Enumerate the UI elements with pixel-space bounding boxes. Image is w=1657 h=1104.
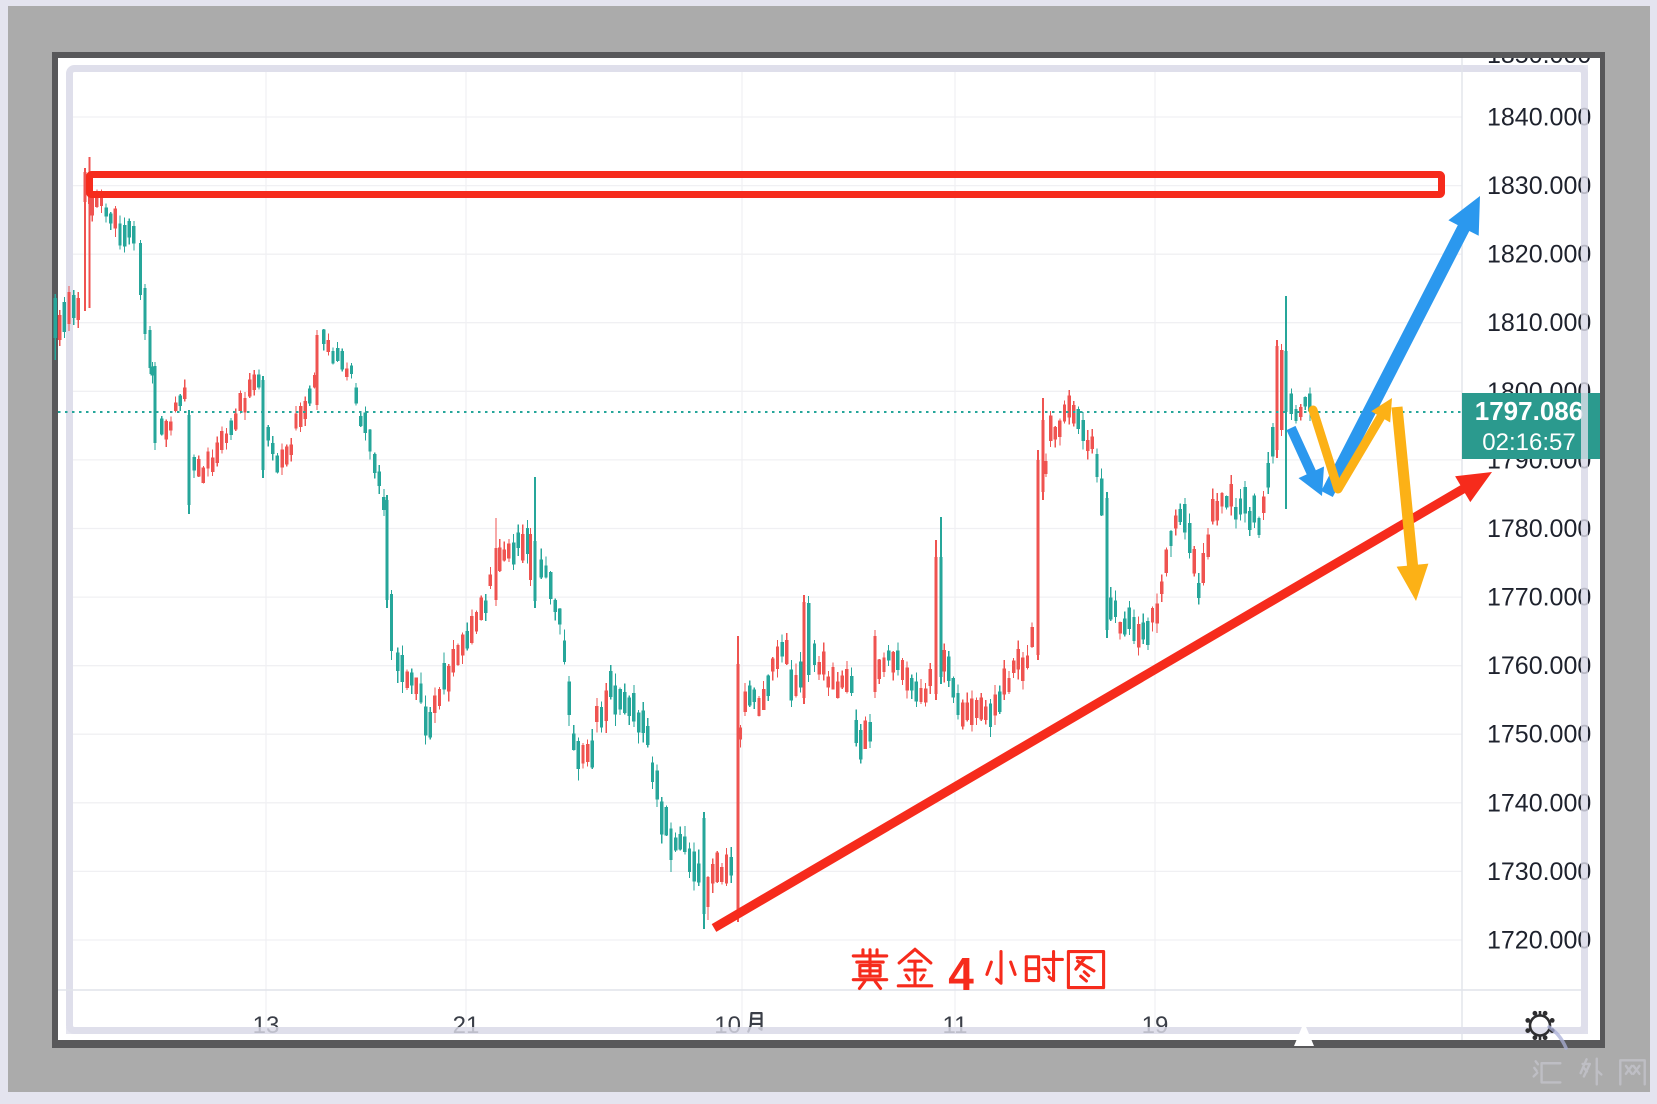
svg-text:1720.000: 1720.000 [1487, 926, 1591, 954]
svg-text:1730.000: 1730.000 [1487, 858, 1591, 886]
svg-text:1797.086: 1797.086 [1475, 396, 1583, 426]
svg-text:1770.000: 1770.000 [1487, 584, 1591, 612]
svg-text:11: 11 [943, 1012, 968, 1039]
svg-text:10: 10 [714, 1012, 741, 1039]
svg-text:1830.000: 1830.000 [1487, 172, 1591, 200]
svg-text:1760.000: 1760.000 [1487, 652, 1591, 680]
svg-text:21: 21 [453, 1012, 480, 1039]
svg-text:1840.000: 1840.000 [1487, 104, 1591, 132]
svg-text:1750.000: 1750.000 [1487, 721, 1591, 749]
svg-text:1740.000: 1740.000 [1487, 789, 1591, 817]
svg-text:19: 19 [1142, 1012, 1169, 1039]
svg-text:1810.000: 1810.000 [1487, 309, 1591, 337]
svg-text:1820.000: 1820.000 [1487, 241, 1591, 269]
svg-text:1780.000: 1780.000 [1487, 515, 1591, 543]
svg-text:13: 13 [253, 1012, 280, 1039]
svg-text:4: 4 [948, 948, 974, 1000]
svg-text:02:16:57: 02:16:57 [1482, 429, 1575, 456]
